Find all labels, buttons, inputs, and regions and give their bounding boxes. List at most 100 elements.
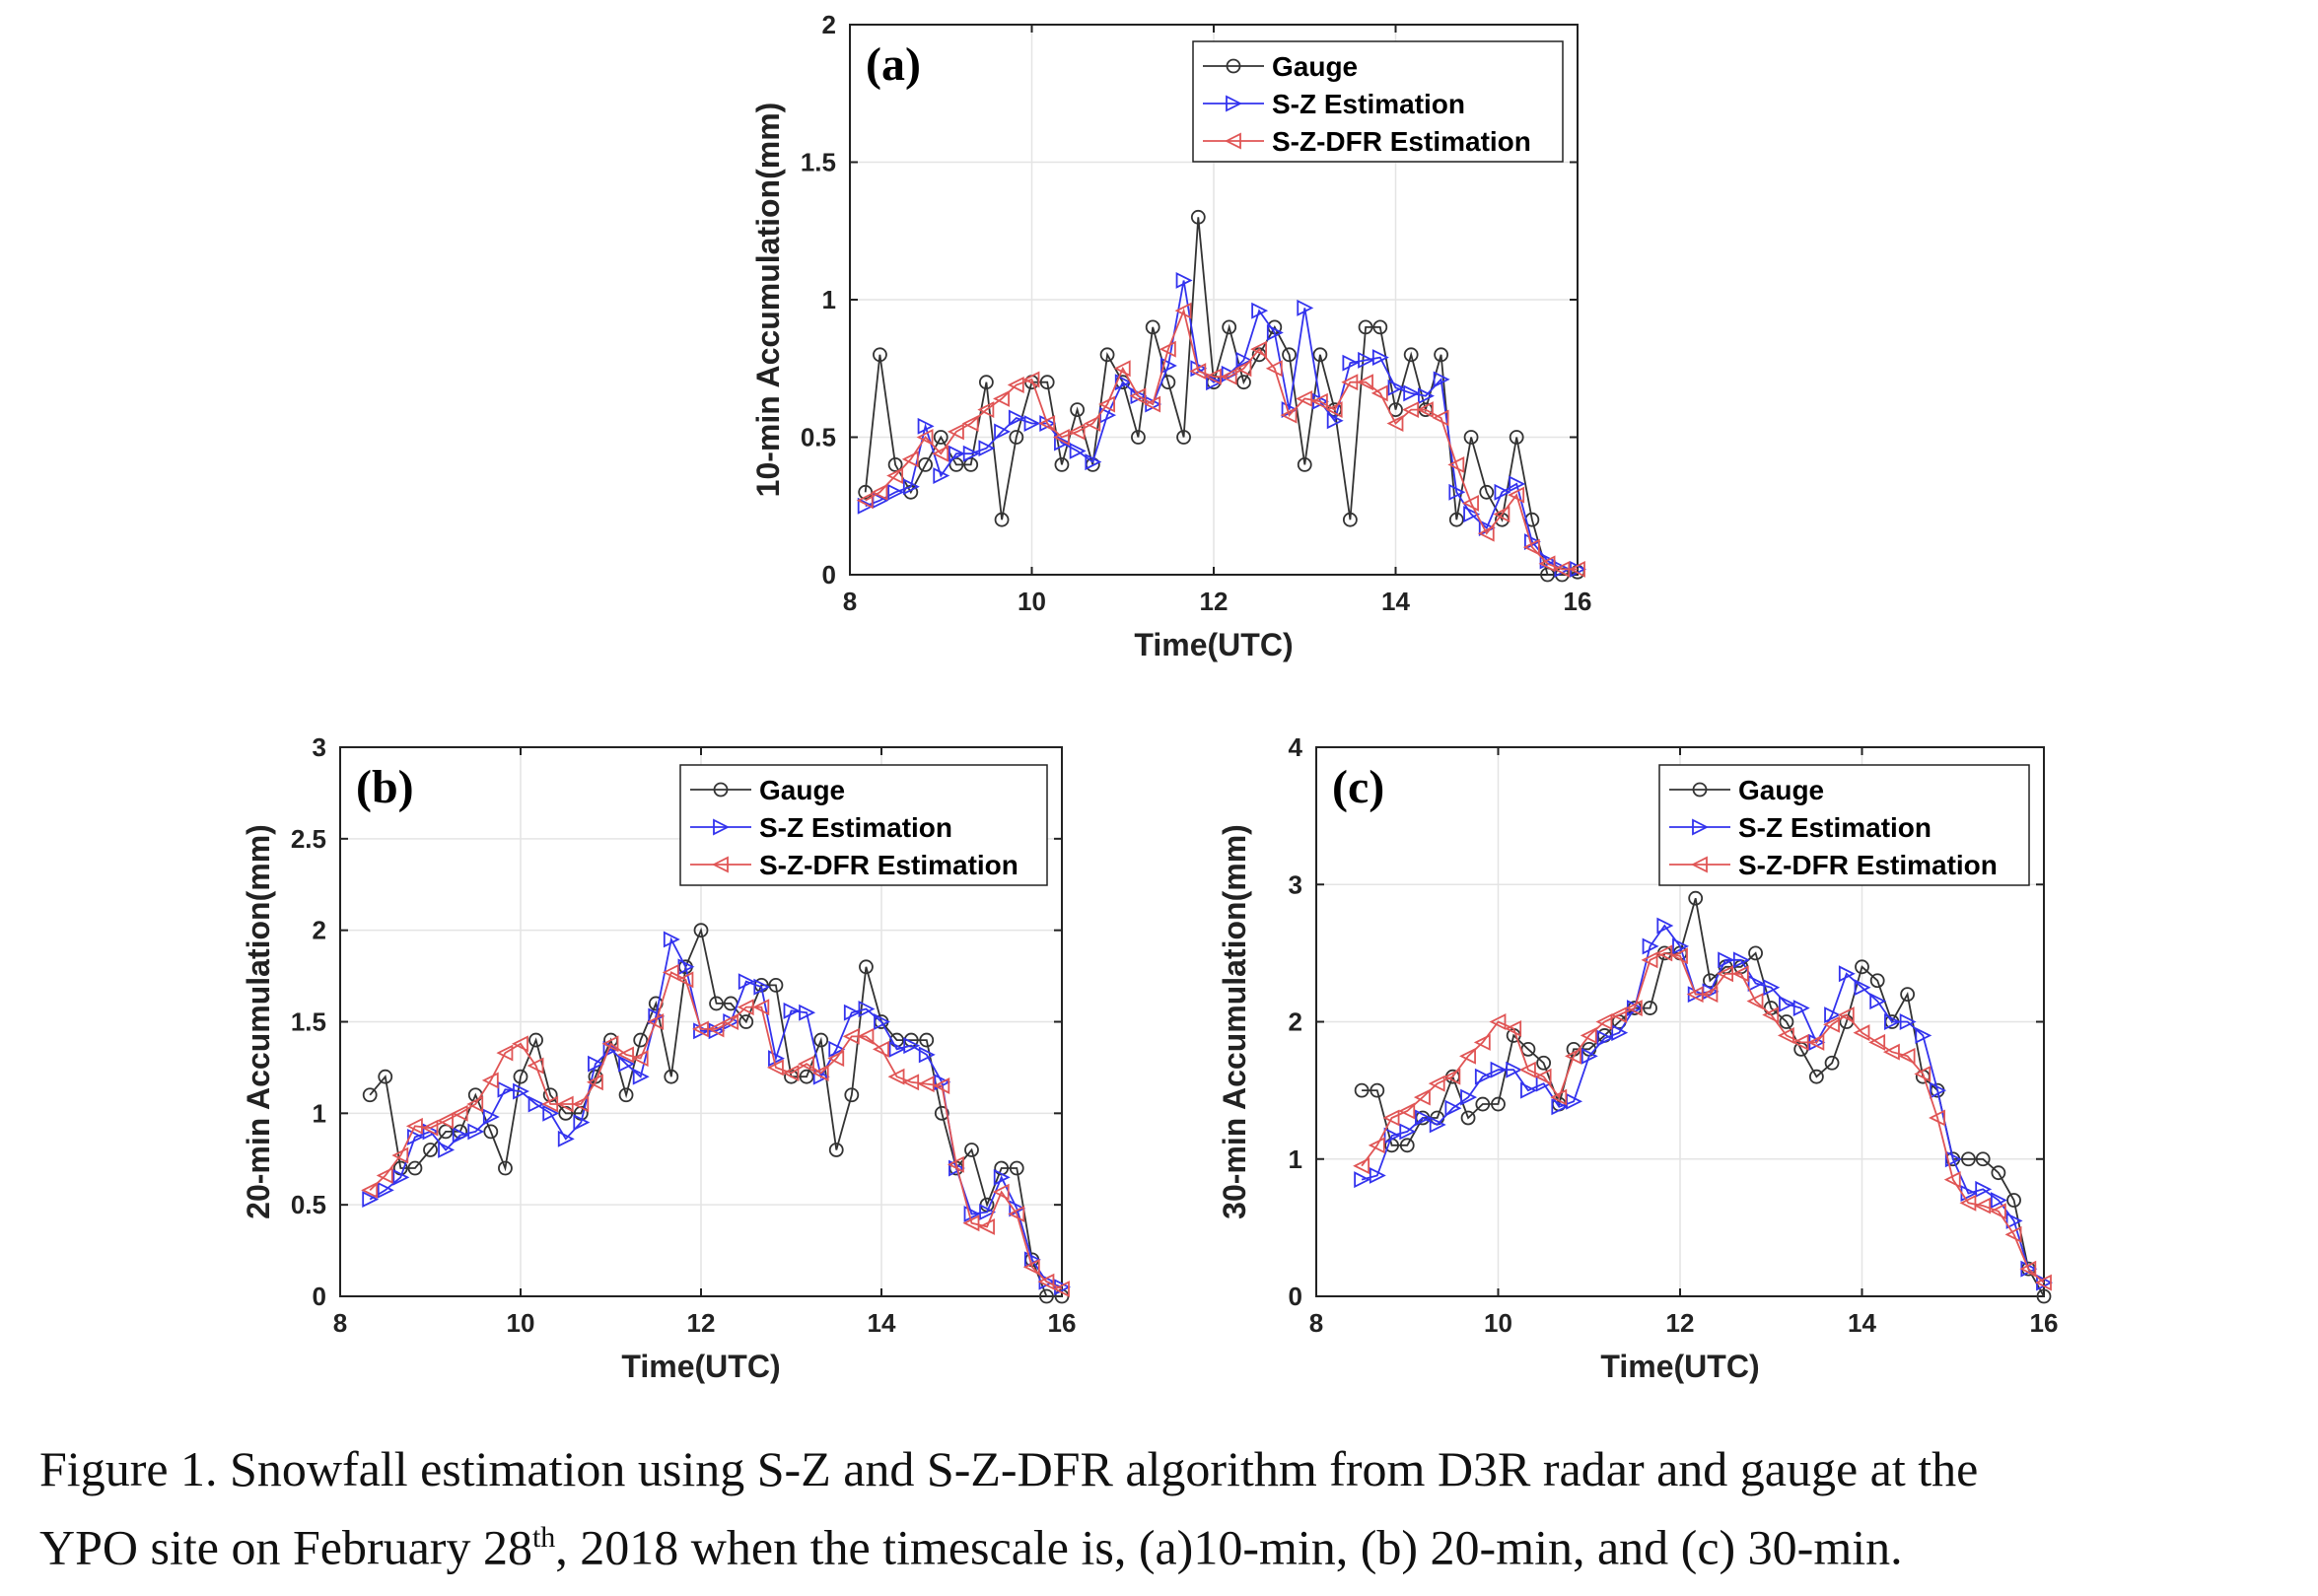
data-point-sz <box>1838 965 1856 983</box>
data-point-sz <box>407 1129 424 1145</box>
data-point-sz <box>843 1004 861 1021</box>
data-point-szdfr <box>1052 1281 1070 1298</box>
series-line-szdfr <box>369 971 1063 1290</box>
data-point-sz <box>994 423 1012 441</box>
y-tick-label: 1.5 <box>801 148 836 177</box>
y-tick-label: 1 <box>822 285 836 314</box>
data-point-gauge <box>2036 1288 2052 1304</box>
data-point-gauge <box>1688 890 1704 906</box>
data-point-szdfr <box>376 1167 393 1184</box>
data-point-sz <box>857 497 875 515</box>
data-point-szdfr <box>466 1095 484 1113</box>
data-point-sz <box>1054 434 1071 451</box>
data-point-gauge <box>1703 973 1718 989</box>
data-point-szdfr <box>1473 1033 1491 1051</box>
data-point-gauge <box>1403 347 1419 363</box>
data-point-sz <box>1444 1099 1462 1117</box>
data-point-szdfr <box>1398 1102 1416 1120</box>
data-point-sz <box>1779 995 1795 1012</box>
x-tick-label: 10 <box>507 1308 535 1338</box>
data-point-sz <box>828 1040 846 1058</box>
legend-swatch-marker <box>1690 856 1708 873</box>
data-point-sz <box>1975 1180 1993 1198</box>
data-point-sz <box>513 1082 530 1100</box>
y-tick-label: 2.5 <box>291 824 326 854</box>
data-point-gauge <box>1961 1151 1976 1167</box>
data-point-gauge <box>1824 1055 1840 1071</box>
data-point-szdfr <box>1310 392 1328 410</box>
data-point-szdfr <box>1670 947 1688 965</box>
data-point-sz <box>1899 1013 1917 1030</box>
data-point-sz <box>1944 1150 1962 1168</box>
data-point-sz <box>1490 1061 1508 1078</box>
data-point-szdfr <box>2019 1260 2037 1278</box>
data-point-szdfr <box>1037 1273 1055 1290</box>
data-point-szdfr <box>1959 1194 1977 1212</box>
data-point-sz <box>1433 371 1450 388</box>
data-point-sz <box>708 1022 726 1040</box>
data-point-sz <box>1358 351 1375 369</box>
data-point-szdfr <box>1443 1068 1461 1085</box>
data-point-gauge <box>528 1032 543 1048</box>
data-point-sz <box>1326 412 1344 430</box>
y-axis-label: 30-min Accumulation(mm) <box>1217 824 1252 1219</box>
data-point-szdfr <box>676 971 694 989</box>
data-point-gauge <box>362 1087 378 1103</box>
data-point-szdfr <box>962 1214 980 1232</box>
data-point-szdfr <box>782 1065 800 1081</box>
data-point-sz <box>874 1013 891 1030</box>
data-point-szdfr <box>1655 944 1673 962</box>
data-point-gauge <box>1190 209 1206 225</box>
x-tick-label: 8 <box>1309 1308 1323 1338</box>
data-point-sz <box>1747 975 1765 992</box>
data-point-gauge <box>1460 1110 1476 1126</box>
data-point-sz <box>887 483 905 501</box>
data-point-gauge <box>1399 1138 1415 1153</box>
series-line-gauge <box>369 927 1062 1297</box>
data-point-gauge <box>693 923 709 938</box>
data-point-szdfr <box>978 1217 995 1235</box>
x-axis-label: Time(UTC) <box>1600 1349 1759 1384</box>
legend-label: Gauge <box>1738 775 1824 805</box>
data-point-sz <box>948 445 965 462</box>
x-axis-label: Time(UTC) <box>1134 627 1293 662</box>
data-point-szdfr <box>361 1181 379 1199</box>
data-point-szdfr <box>1220 368 1237 385</box>
data-point-gauge <box>1448 512 1464 527</box>
data-point-szdfr <box>993 389 1010 407</box>
data-point-szdfr <box>1416 401 1434 419</box>
y-tick-label: 3 <box>1289 869 1302 899</box>
data-point-szdfr <box>1989 1203 2006 1220</box>
data-point-szdfr <box>1325 401 1343 419</box>
data-point-gauge <box>1463 430 1479 445</box>
data-point-szdfr <box>1568 560 1585 578</box>
data-point-sz <box>1009 1200 1026 1217</box>
data-point-szdfr <box>1837 1006 1855 1023</box>
data-point-sz <box>1792 1000 1810 1017</box>
y-tick-label: 0.5 <box>801 423 836 452</box>
y-tick-label: 2 <box>313 916 326 945</box>
legend-label: Gauge <box>759 775 845 805</box>
legend-swatch-marker <box>713 782 729 798</box>
data-point-szdfr <box>977 401 995 419</box>
data-point-sz <box>1251 302 1269 319</box>
panel-label: (c) <box>1332 761 1384 813</box>
data-point-gauge <box>948 456 964 472</box>
data-point-sz <box>783 1002 801 1019</box>
data-point-szdfr <box>752 999 770 1016</box>
x-tick-label: 8 <box>333 1308 347 1338</box>
data-point-szdfr <box>857 1027 875 1045</box>
y-tick-label: 3 <box>313 732 326 762</box>
data-point-szdfr <box>1853 1024 1870 1042</box>
data-point-szdfr <box>1357 374 1373 391</box>
data-point-szdfr <box>391 1146 409 1164</box>
data-point-sz <box>1342 354 1360 372</box>
data-point-sz <box>1930 1081 1947 1099</box>
caption-line-1: Figure 1. Snowfall estimation using S-Z … <box>39 1441 1979 1496</box>
data-point-szdfr <box>1522 538 1540 556</box>
data-point-gauge <box>1282 347 1297 363</box>
data-point-szdfr <box>1868 1033 1886 1051</box>
data-point-szdfr <box>961 415 979 433</box>
data-point-sz <box>377 1181 394 1199</box>
